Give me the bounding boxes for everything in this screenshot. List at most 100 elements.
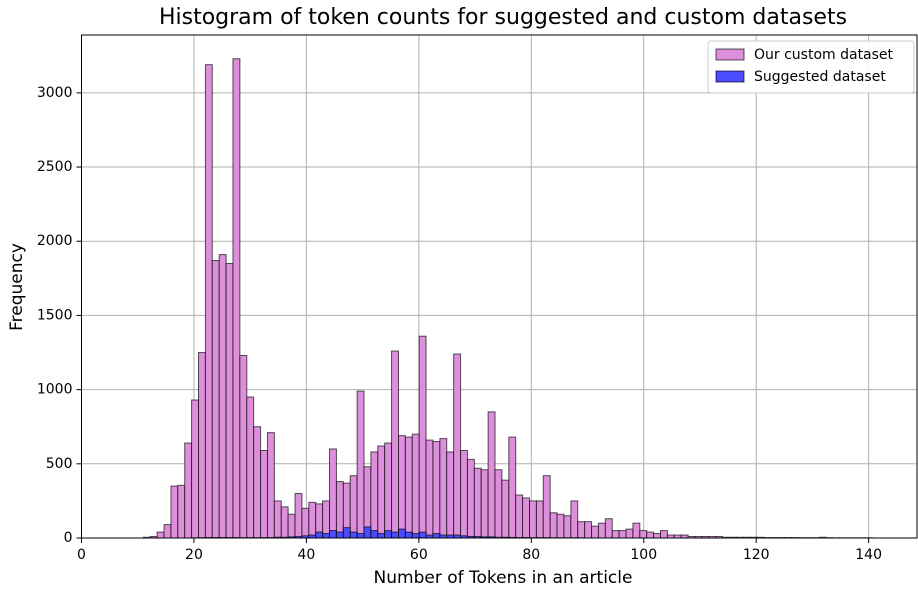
bar — [322, 533, 331, 539]
bar — [487, 411, 496, 539]
bar — [335, 531, 344, 539]
bar — [384, 442, 393, 539]
bar — [522, 497, 530, 539]
bar — [170, 485, 179, 539]
bar — [370, 530, 379, 539]
bar — [377, 445, 386, 539]
legend-label: Our custom dataset — [754, 47, 894, 63]
bar — [377, 533, 386, 539]
bar — [418, 335, 427, 539]
x-axis-label: Number of Tokens in an article — [374, 568, 633, 588]
bar — [597, 522, 606, 539]
bar — [404, 436, 413, 539]
bar — [556, 513, 565, 539]
x-tick-label: 80 — [522, 547, 540, 563]
bar — [542, 475, 551, 539]
bar — [315, 531, 324, 539]
x-tick-label: 140 — [855, 547, 882, 563]
bar — [494, 469, 503, 539]
bar — [204, 64, 213, 539]
bar — [232, 58, 241, 539]
bar — [335, 481, 344, 539]
bar — [563, 515, 572, 539]
legend-swatch — [715, 70, 745, 83]
bar — [211, 260, 220, 539]
bar — [225, 263, 234, 539]
bar — [191, 399, 200, 539]
bar — [329, 448, 337, 539]
bar — [439, 438, 448, 539]
bar — [184, 442, 193, 539]
bar — [322, 500, 331, 539]
bar — [604, 518, 613, 539]
bar — [446, 451, 455, 539]
bar — [391, 350, 399, 539]
bar — [660, 530, 668, 539]
bar — [370, 451, 379, 539]
bar — [301, 507, 310, 539]
x-tick-label: 40 — [297, 547, 315, 563]
bar — [549, 512, 558, 539]
bar — [342, 527, 351, 539]
legend-box — [707, 40, 915, 94]
bar — [266, 432, 275, 539]
bar — [287, 513, 296, 539]
bar — [411, 433, 420, 539]
bar — [349, 531, 358, 539]
bar — [246, 396, 255, 539]
bar — [501, 479, 510, 539]
bar — [397, 528, 406, 539]
bar — [397, 435, 406, 539]
bar — [473, 467, 482, 539]
x-tick-label: 20 — [185, 547, 203, 563]
bar — [508, 436, 517, 539]
bar — [432, 441, 441, 539]
plot-frame — [81, 34, 918, 539]
bar — [584, 521, 593, 539]
bar — [391, 531, 399, 539]
bar — [273, 500, 282, 539]
bar — [349, 475, 358, 539]
bar — [577, 521, 586, 539]
bar — [625, 528, 634, 539]
bar — [163, 524, 172, 539]
x-tick-label: 120 — [743, 547, 770, 563]
bar — [653, 533, 662, 539]
bar — [356, 390, 365, 539]
bar — [646, 531, 655, 539]
bar — [515, 494, 524, 539]
chart-title: Histogram of token counts for suggested … — [159, 5, 847, 30]
legend-swatch — [715, 48, 745, 61]
bar — [329, 530, 337, 539]
bar — [260, 449, 268, 539]
bar — [198, 352, 206, 539]
bar — [356, 533, 365, 539]
y-tick-label: 2000 — [37, 233, 73, 249]
bar — [239, 354, 248, 539]
bar — [535, 500, 544, 539]
x-tick-label: 0 — [77, 547, 86, 563]
bar — [404, 531, 413, 539]
y-tick-label: 1000 — [37, 382, 73, 398]
x-tick-label: 60 — [410, 547, 428, 563]
y-tick-label: 0 — [64, 530, 73, 546]
bar — [570, 500, 579, 539]
bar — [480, 469, 489, 539]
legend-label: Suggested dataset — [754, 69, 886, 85]
bar — [384, 530, 393, 539]
y-tick-label: 500 — [46, 456, 73, 472]
y-axis-label: Frequency — [7, 243, 27, 331]
y-tick-label: 3000 — [37, 85, 73, 101]
bar — [453, 353, 462, 539]
bar — [294, 492, 303, 539]
bar — [528, 500, 537, 539]
bar — [218, 254, 227, 539]
x-tick-label: 100 — [630, 547, 657, 563]
bar — [156, 531, 165, 539]
bar — [591, 525, 599, 539]
bar — [308, 501, 317, 539]
y-tick-label: 2500 — [37, 159, 73, 175]
bar — [411, 533, 420, 539]
bar — [618, 530, 627, 539]
